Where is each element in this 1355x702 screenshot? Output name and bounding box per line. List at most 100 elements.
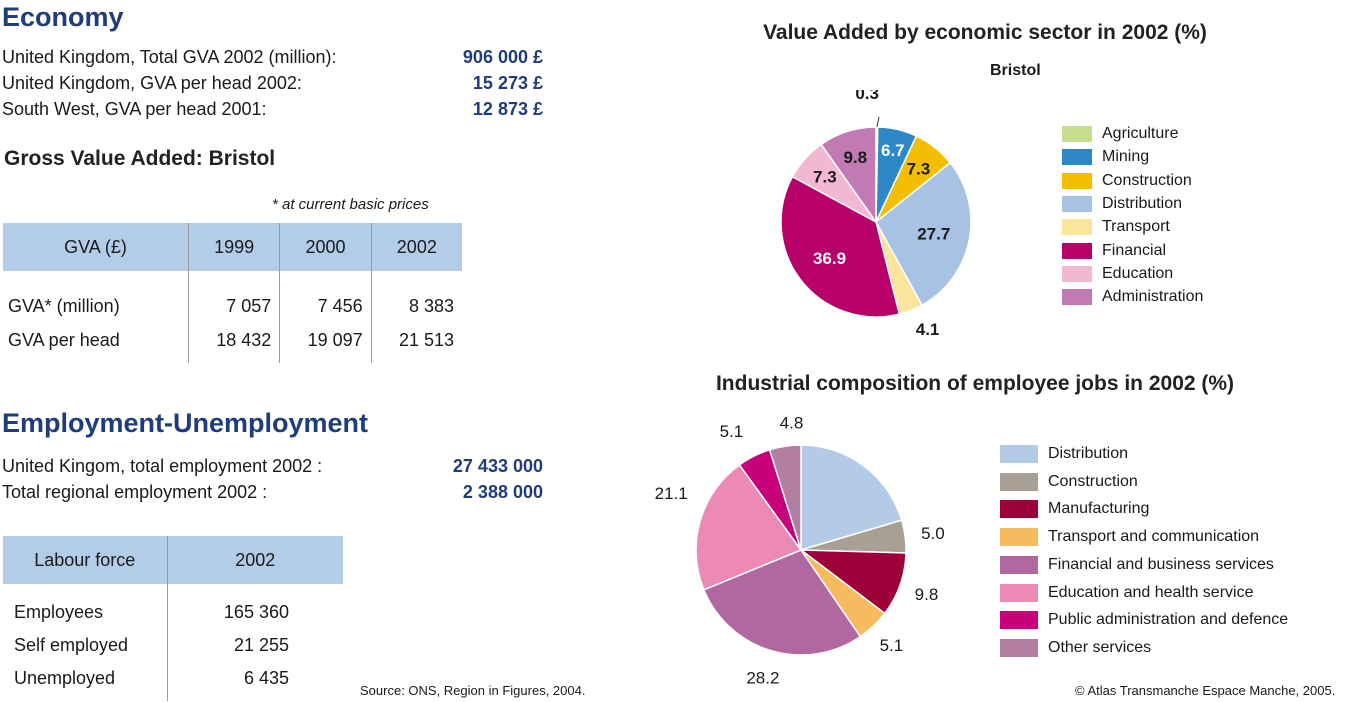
legend-label: Financial and business services <box>1048 555 1274 573</box>
pie-slice-financial-and-business-services <box>702 549 862 656</box>
gva-cell: GVA* (million) <box>8 295 120 316</box>
economy-row-value: 12 873 £ <box>472 99 543 119</box>
legend-label: Transport <box>1102 218 1170 236</box>
gva-cell: 21 513 <box>370 323 462 357</box>
pie-label-financial-and-business-services: 28.2 <box>746 668 779 687</box>
legend-label: Public administration and defence <box>1048 611 1289 629</box>
gva-note: * at current basic prices <box>272 196 429 213</box>
legend-swatch <box>1062 289 1092 306</box>
labour-cell: Employees <box>14 602 104 622</box>
legend-item: Distribution <box>1000 445 1128 463</box>
gva-header: 2002 <box>370 223 462 271</box>
economy-row-value: 906 000 £ <box>462 47 543 67</box>
chart1-title: Value Added by economic sector in 2002 (… <box>763 21 1207 44</box>
agriculture-leader-line <box>876 116 880 128</box>
pie-label-distribution: 27.7 <box>917 224 950 243</box>
legend-swatch <box>1000 472 1038 491</box>
legend-swatch <box>1062 242 1092 259</box>
source-note: Source: ONS, Region in Figures, 2004. <box>360 683 586 698</box>
pie-label-mining: 6.7 <box>881 141 905 160</box>
gva-cell: 7 456 <box>279 289 372 323</box>
legend-swatch <box>1000 555 1038 574</box>
employment-row-value: 2 388 000 <box>462 482 543 502</box>
legend-label: Administration <box>1102 288 1204 306</box>
legend-item: Financial <box>1062 242 1166 260</box>
legend-swatch <box>1062 149 1092 166</box>
legend-swatch <box>1000 500 1038 519</box>
copyright-note: © Atlas Transmanche Espace Manche, 2005. <box>1075 683 1336 698</box>
labour-cell: 21 255 <box>166 629 343 662</box>
legend-item: Manufacturing <box>1000 500 1150 519</box>
economy-heading: Economy <box>2 2 124 32</box>
legend-swatch <box>1000 528 1038 547</box>
legend-swatch <box>1062 195 1092 212</box>
chart2-title: Industrial composition of employee jobs … <box>715 372 1235 395</box>
legend-label: Distribution <box>1048 445 1129 462</box>
employment-heading: Employment-Unemployment <box>2 408 369 438</box>
legend-item: Agriculture <box>1062 125 1178 143</box>
pie-label-construction: 5.0 <box>921 524 945 543</box>
pie-label-public-administration-and-defence: 5.1 <box>720 422 744 441</box>
legend-swatch <box>1062 126 1092 142</box>
legend-label: Transport and communication <box>1048 528 1260 546</box>
employment-row-label: Total regional employment 2002 : <box>2 482 268 502</box>
gva-cell: GVA per head <box>8 329 120 350</box>
legend-label: Construction <box>1048 472 1138 490</box>
labour-cell: 165 360 <box>166 596 343 629</box>
pie-label-manufacturing: 9.8 <box>915 585 939 604</box>
labour-header: Labour force <box>3 536 168 584</box>
legend-label: Other services <box>1048 638 1152 656</box>
legend-label: Agriculture <box>1102 125 1179 142</box>
pie-slice-distribution <box>875 161 972 307</box>
legend-swatch <box>1000 445 1038 463</box>
labour-cell: 6 435 <box>166 662 343 695</box>
legend-swatch <box>1062 172 1092 189</box>
pie-slice-other-services <box>768 444 802 551</box>
gva-cell: 7 057 <box>187 289 280 323</box>
legend-label: Mining <box>1102 148 1150 166</box>
gva-header: 1999 <box>187 223 280 271</box>
pie-label-education-and-health-service: 21.1 <box>655 484 688 503</box>
legend-item: Distribution <box>1062 195 1182 213</box>
legend-item: Financial and business services <box>1000 555 1274 574</box>
economy-row-label: United Kingdom, Total GVA 2002 (million)… <box>2 47 337 67</box>
legend-label: Education and health service <box>1048 583 1254 601</box>
legend-swatch <box>1000 638 1038 657</box>
economy-row-value: 15 273 £ <box>472 73 543 93</box>
gva-cell: 8 383 <box>370 289 462 323</box>
labour-cell: Self employed <box>14 635 129 655</box>
pie-label-transport-and-communication: 5.1 <box>880 636 904 655</box>
labour-cell: Unemployed <box>14 668 116 688</box>
legend-item: Transport <box>1062 218 1170 236</box>
employment-row-value: 27 433 000 <box>452 456 543 476</box>
gva-cell: 18 432 <box>187 323 280 357</box>
legend-label: Education <box>1102 264 1174 282</box>
legend-item: Administration <box>1062 288 1203 306</box>
chart1-subtitle: Bristol <box>990 62 1041 79</box>
legend-item: Construction <box>1000 472 1138 491</box>
pie-label-transport: 4.1 <box>916 320 940 339</box>
employment-row-label: United Kingom, total employment 2002 : <box>2 456 323 476</box>
legend-item: Transport and communication <box>1000 528 1260 547</box>
pie-label-financial: 36.9 <box>813 249 846 268</box>
pie-slice-education-and-health-service <box>695 463 803 591</box>
pie-label-other-services: 4.8 <box>780 413 804 432</box>
legend-label: Financial <box>1102 241 1167 259</box>
economy-row-label: South West, GVA per head 2001: <box>2 99 267 119</box>
legend-item: Public administration and defence <box>1000 611 1289 630</box>
pie-slice-administration <box>820 126 877 225</box>
legend-swatch <box>1062 265 1092 282</box>
legend-swatch <box>1000 611 1038 630</box>
pie-slice-distribution <box>800 444 903 552</box>
gva-table: GVA (£) 1999 2000 2002 GVA* (million) 7 … <box>3 223 462 363</box>
legend-label: Manufacturing <box>1048 500 1150 518</box>
pie-label-administration: 9.8 <box>843 148 867 167</box>
value-added-pie-chart: 0.36.77.327.74.136.97.39.8 <box>780 90 972 339</box>
employee-jobs-pie-chart: 20.35.09.85.128.221.15.14.8 <box>655 413 945 687</box>
gva-header: 2000 <box>279 223 372 271</box>
legend-label: Construction <box>1102 171 1192 189</box>
pie-label-education: 7.3 <box>813 168 837 187</box>
legend-item: Education <box>1062 265 1173 283</box>
legend-swatch <box>1062 219 1092 236</box>
gva-cell: 19 097 <box>279 323 372 357</box>
